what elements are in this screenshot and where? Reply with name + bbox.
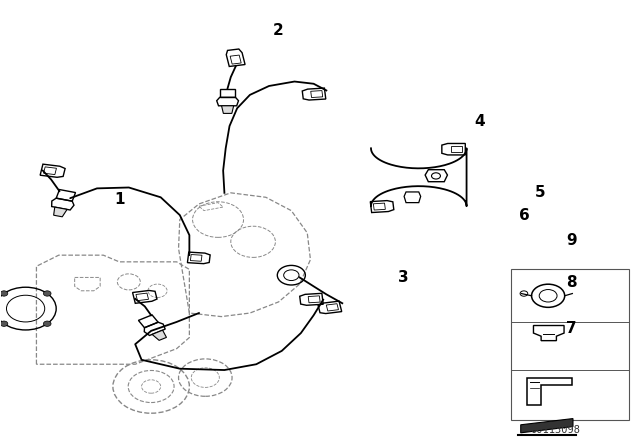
Polygon shape [54,207,67,217]
Text: 1: 1 [114,192,125,207]
Text: 9: 9 [566,233,577,249]
Polygon shape [221,106,234,113]
Text: 5: 5 [534,185,545,200]
Circle shape [44,321,51,327]
Text: 00113098: 00113098 [531,426,580,435]
Polygon shape [521,418,573,433]
Text: 6: 6 [518,207,529,223]
Polygon shape [152,330,166,340]
Text: 2: 2 [273,23,284,38]
Text: 8: 8 [566,275,577,290]
Circle shape [44,291,51,296]
Text: 3: 3 [397,270,408,285]
Text: 7: 7 [566,321,577,336]
Text: 4: 4 [474,114,484,129]
Circle shape [0,291,8,296]
Circle shape [0,321,8,327]
